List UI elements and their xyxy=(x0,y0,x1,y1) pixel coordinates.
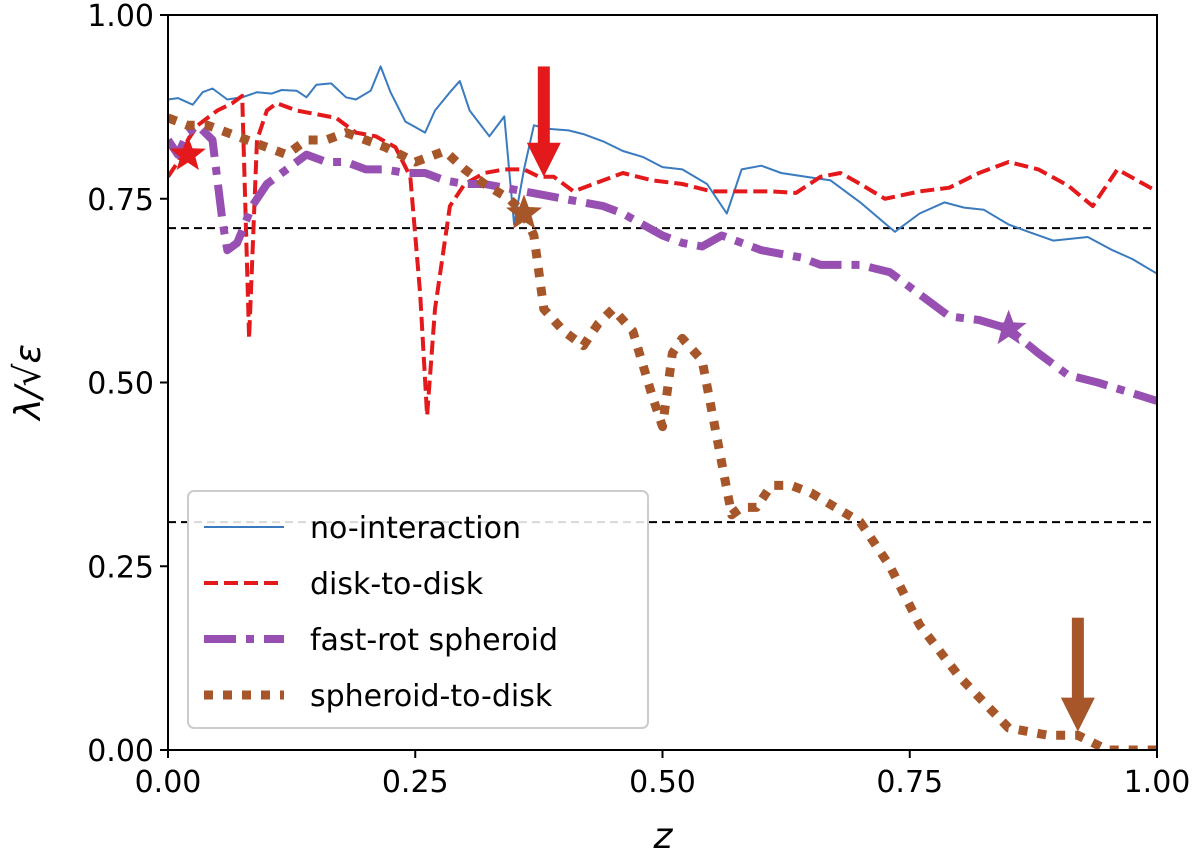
series-line-disk-to-disk xyxy=(168,93,1157,418)
series-line-spheroid-to-disk xyxy=(168,113,1157,750)
legend-label: disk-to-disk xyxy=(310,567,484,602)
y-tick-label: 0.25 xyxy=(87,550,154,585)
star-marker-2 xyxy=(506,194,543,229)
series-line-fast-rot-spheroid xyxy=(168,121,1157,405)
x-tick-label: 0.25 xyxy=(382,765,449,800)
x-tick-label: 1.00 xyxy=(1124,765,1191,800)
y-tick-label: 0.00 xyxy=(87,734,154,769)
arrow-shaft-2 xyxy=(1071,617,1084,699)
y-axis-label: λ/√ε xyxy=(8,344,49,422)
star-marker-1 xyxy=(169,135,206,170)
arrow-shaft-1 xyxy=(537,66,550,144)
x-tick-label: 0.50 xyxy=(629,765,696,800)
plot-area xyxy=(168,65,1157,750)
x-tick-label: 0.00 xyxy=(135,765,202,800)
series-line-no-interaction xyxy=(168,65,1157,275)
legend-frame xyxy=(187,490,649,729)
star-marker-3 xyxy=(990,309,1027,345)
x-axis-label: z xyxy=(653,816,674,857)
axes: z λ/√ε 0.00 0.25 0.50 0.75 1.00 0.00 0.25 0.50 0… xyxy=(8,0,1190,857)
legend-label: fast-rot spheroid xyxy=(310,623,558,658)
legend: no-interaction disk-to-disk fast-rot spher… xyxy=(187,490,649,729)
legend-label: spheroid-to-disk xyxy=(310,679,553,714)
arrow-head-2 xyxy=(1060,697,1095,732)
y-tick-label: 0.75 xyxy=(87,183,154,218)
legend-label: no-interaction xyxy=(310,511,521,546)
arrow-head-1 xyxy=(526,142,561,177)
x-tick-label: 0.75 xyxy=(876,765,943,800)
y-tick-label: 1.00 xyxy=(87,0,154,34)
y-tick-label: 0.50 xyxy=(87,367,154,402)
